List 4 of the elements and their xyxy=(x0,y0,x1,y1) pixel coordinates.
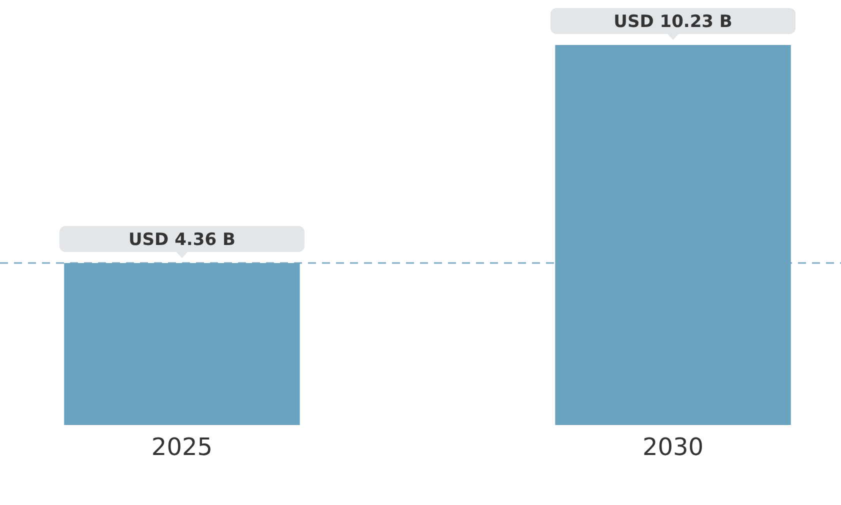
x-tick-label: 2030 xyxy=(642,433,704,461)
data-label: USD 10.23 B xyxy=(614,12,732,32)
data-label: USD 4.36 B xyxy=(128,230,236,250)
x-tick-label: 2025 xyxy=(151,433,213,461)
